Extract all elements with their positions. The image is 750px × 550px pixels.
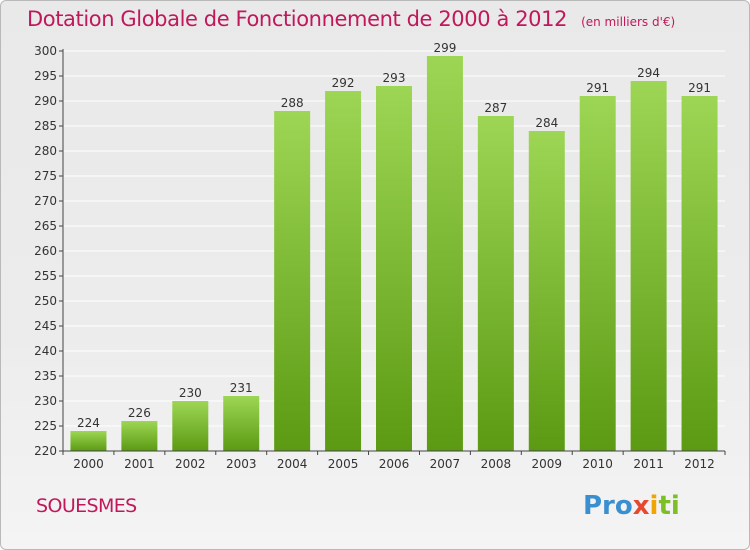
x-tick-label: 2009 [531,457,562,471]
value-label: 291 [586,81,609,95]
bar [121,421,158,451]
y-tick-label: 300 [34,44,57,58]
y-tick-label: 285 [34,119,57,133]
y-tick-label: 290 [34,94,57,108]
y-tick-label: 260 [34,244,57,258]
value-label: 293 [383,71,406,85]
x-tick-label: 2007 [430,457,461,471]
axes [59,49,726,455]
y-tick-label: 270 [34,194,57,208]
value-label: 288 [281,96,304,110]
value-label: 294 [637,66,660,80]
y-tick-label: 250 [34,294,57,308]
bar [477,116,514,451]
bar [325,91,362,451]
x-tick-label: 2008 [481,457,512,471]
logo-part: i [649,491,659,521]
x-tick-label: 2002 [175,457,206,471]
value-label: 291 [688,81,711,95]
value-label: 292 [332,76,355,90]
value-label: 284 [535,116,558,130]
value-label: 224 [77,416,100,430]
labels: 220 225 230 235 240 245 250 255 260 265 270 275 280 2… [34,41,715,471]
logo-part: ti [658,491,680,521]
bars [70,56,718,451]
bar [223,396,260,451]
bar [426,56,463,451]
x-tick-label: 2005 [328,457,359,471]
logo-part: Pro [583,491,633,521]
chart-title: Dotation Globale de Fonctionnement de 20… [27,7,675,31]
y-tick-label: 265 [34,219,57,233]
proxiti-logo: Proxiti [583,491,680,521]
y-tick-label: 275 [34,169,57,183]
chart-title-text: Dotation Globale de Fonctionnement de 20… [27,7,568,31]
bar [579,96,616,451]
x-tick-label: 2011 [633,457,664,471]
y-tick-label: 255 [34,269,57,283]
value-label: 299 [433,41,456,55]
x-tick-label: 2004 [277,457,308,471]
bar [528,131,565,451]
value-label: 230 [179,386,202,400]
bar [70,431,107,451]
x-tick-label: 2006 [379,457,410,471]
value-label: 287 [484,101,507,115]
logo-part: x [632,491,650,521]
value-label: 231 [230,381,253,395]
bar [274,111,311,451]
x-tick-label: 2003 [226,457,257,471]
y-tick-label: 295 [34,69,57,83]
commune-name: SOUESMES [36,495,137,517]
x-tick-label: 2012 [684,457,715,471]
x-tick-label: 2001 [124,457,155,471]
y-tick-label: 235 [34,369,57,383]
y-tick-label: 280 [34,144,57,158]
chart-unit: (en milliers d'€) [581,15,676,29]
bar [172,401,209,451]
x-tick-label: 2000 [73,457,104,471]
bar [681,96,718,451]
value-label: 226 [128,406,151,420]
y-tick-label: 220 [34,444,57,458]
y-tick-label: 230 [34,394,57,408]
x-tick-label: 2010 [582,457,613,471]
y-tick-label: 240 [34,344,57,358]
y-tick-label: 225 [34,419,57,433]
bar [630,81,667,451]
bar [376,86,412,451]
y-tick-label: 245 [34,319,57,333]
